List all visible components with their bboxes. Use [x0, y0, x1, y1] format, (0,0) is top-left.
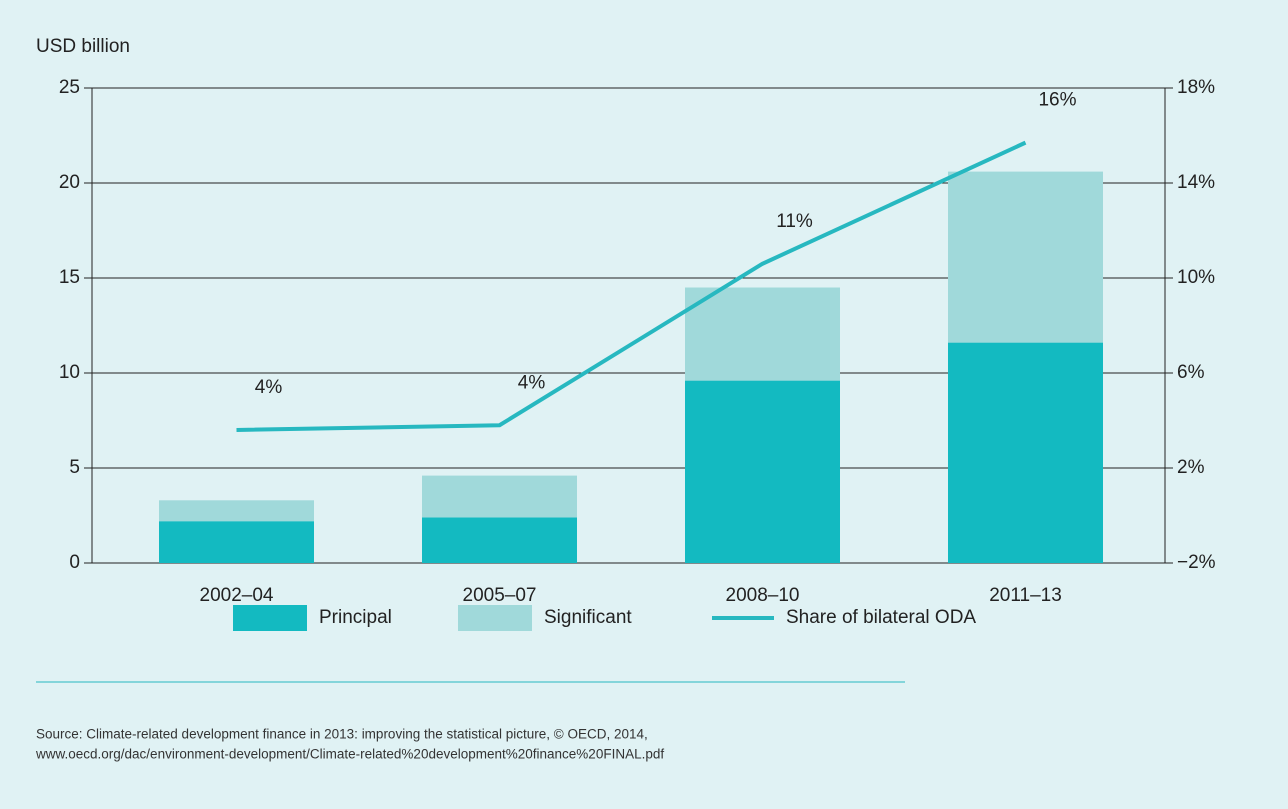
y2-tick-label: 6% — [1177, 362, 1205, 383]
data-label: 16% — [1038, 90, 1076, 111]
y-tick-label: 10 — [59, 362, 80, 383]
y2-tick-label: −2% — [1177, 552, 1216, 573]
y2-tick-label: 2% — [1177, 457, 1205, 478]
x-tick-label: 2011–13 — [989, 585, 1062, 606]
x-tick-label: 2008–10 — [726, 585, 800, 606]
legend-label: Significant — [544, 607, 632, 628]
data-label: 11% — [776, 211, 813, 232]
data-label: 4% — [255, 377, 283, 398]
bar — [159, 500, 314, 522]
legend-label: Principal — [319, 607, 392, 628]
bar — [159, 521, 314, 563]
bar — [685, 287, 840, 381]
y2-tick-label: 10% — [1177, 267, 1215, 288]
bar — [422, 475, 577, 518]
y2-tick-label: 14% — [1177, 172, 1215, 193]
bar — [948, 171, 1103, 343]
data-label: 4% — [518, 372, 546, 393]
bar — [948, 342, 1103, 563]
y-tick-label: 25 — [59, 77, 80, 98]
y-axis-label: USD billion — [36, 36, 130, 57]
y2-tick-label: 18% — [1177, 77, 1215, 98]
y-tick-label: 0 — [69, 552, 80, 573]
legend-swatch — [233, 605, 307, 631]
line — [236, 140, 1027, 432]
source-line: Source: Climate-related development fina… — [36, 727, 648, 742]
x-tick-label: 2002–04 — [200, 585, 274, 606]
y-tick-label: 20 — [59, 172, 80, 193]
y-tick-label: 15 — [59, 267, 80, 288]
legend-label: Share of bilateral ODA — [786, 607, 976, 628]
legend-swatch — [458, 605, 532, 631]
y-tick-label: 5 — [69, 457, 80, 478]
source-line: www.oecd.org/dac/environment-development… — [35, 747, 664, 762]
x-tick-label: 2005–07 — [463, 585, 537, 606]
bar — [685, 380, 840, 563]
bar — [422, 517, 577, 563]
